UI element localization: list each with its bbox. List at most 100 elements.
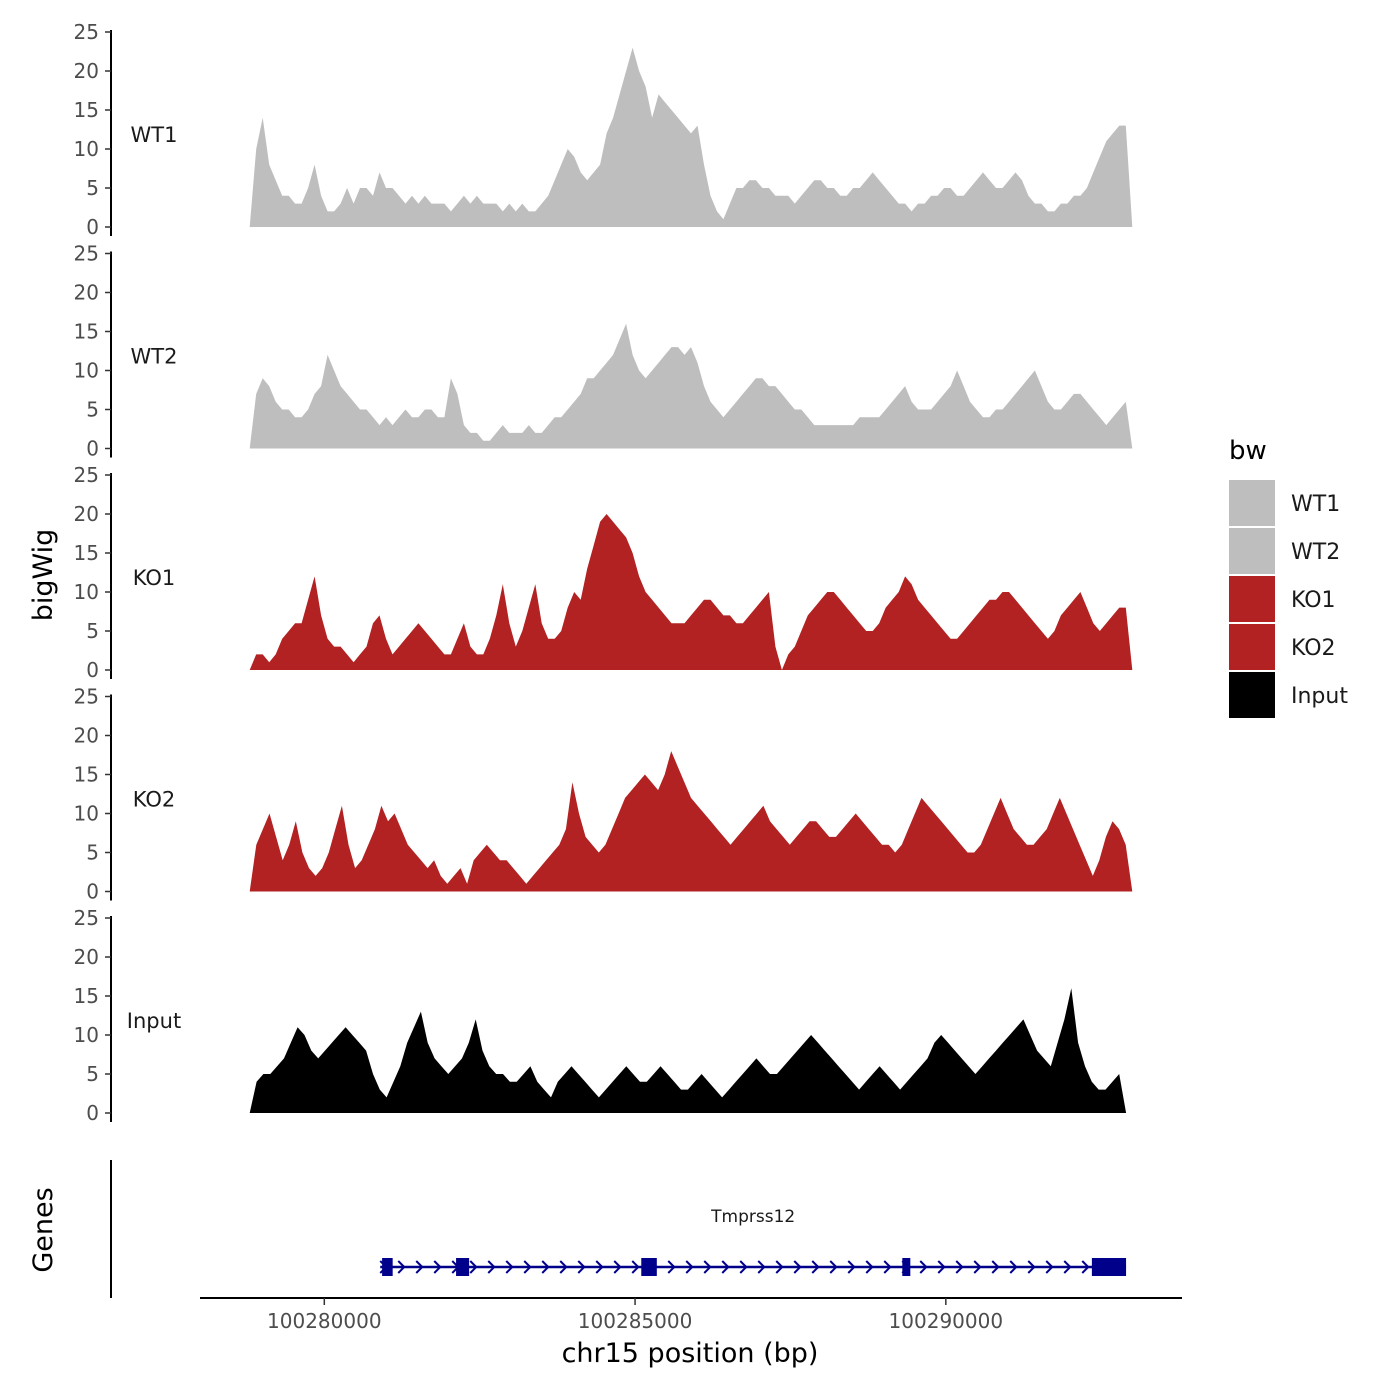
- strand-arrow-icon: [703, 1260, 712, 1274]
- y-tick-label: 10: [74, 359, 99, 383]
- strand-arrow-icon: [721, 1260, 730, 1274]
- y-tick-label: 15: [74, 541, 99, 565]
- legend-swatch-ko1: [1229, 576, 1275, 622]
- legend-swatch-ko2: [1229, 624, 1275, 670]
- y-tick-label: 25: [74, 463, 99, 487]
- exon-block: [902, 1258, 911, 1276]
- track-ko1: 0 5 10 15 20 25 KO1: [74, 463, 1133, 682]
- y-tick-label: 10: [74, 802, 99, 826]
- y-tick-label: 15: [74, 763, 99, 787]
- track-wt1: 0 5 10 15 20 25 WT1: [74, 20, 1133, 239]
- y-tick-label: 5: [86, 1062, 99, 1086]
- strand-arrow-icon: [469, 1260, 478, 1274]
- strand-arrow-icon: [1045, 1260, 1054, 1274]
- gene-model: [379, 1258, 1127, 1276]
- strand-arrow-icon: [487, 1260, 496, 1274]
- strand-arrow-icon: [433, 1260, 442, 1274]
- strand-arrow-icon: [847, 1260, 856, 1274]
- strand-arrow-icon: [595, 1260, 604, 1274]
- strand-arrow-icon: [397, 1260, 406, 1274]
- exon-block: [456, 1258, 470, 1276]
- strand-arrow-icon: [955, 1260, 964, 1274]
- strand-arrow-icon: [523, 1260, 532, 1274]
- y-tick-label: 0: [86, 880, 99, 904]
- y-axis-title: bigWig: [28, 529, 59, 622]
- strand-arrow-icon: [757, 1260, 766, 1274]
- strand-arrow-icon: [739, 1260, 748, 1274]
- signal-area-ko1: [249, 514, 1133, 670]
- y-tick-label: 20: [74, 281, 99, 305]
- strand-arrow-icon: [505, 1260, 514, 1274]
- strand-arrow-icon: [1063, 1260, 1072, 1274]
- legend-label-wt2: WT2: [1291, 540, 1340, 565]
- exon-block: [641, 1258, 657, 1276]
- strand-arrow-icon: [613, 1260, 622, 1274]
- strand-arrow-icon: [577, 1260, 586, 1274]
- y-tick-label: 25: [74, 242, 99, 266]
- gene-name-label: Tmprss12: [710, 1207, 795, 1227]
- strand-arrow-icon: [1081, 1260, 1090, 1274]
- y-tick-label: 15: [74, 320, 99, 344]
- strand-arrow-icon: [991, 1260, 1000, 1274]
- strand-arrow-icon: [685, 1260, 694, 1274]
- strand-arrow-icon: [883, 1260, 892, 1274]
- legend-swatch-wt1: [1229, 480, 1275, 526]
- signal-area-wt2: [249, 323, 1133, 449]
- y-tick-label: 0: [86, 215, 99, 239]
- y-tick-label: 10: [74, 137, 99, 161]
- track-label-input: Input: [127, 1009, 181, 1033]
- y-tick-label: 25: [74, 906, 99, 930]
- strand-arrow-icon: [793, 1260, 802, 1274]
- signal-area-ko2: [249, 751, 1133, 892]
- y-tick-label: 20: [74, 724, 99, 748]
- track-label-wt2: WT2: [131, 345, 178, 369]
- y-tick-label: 5: [86, 398, 99, 422]
- signal-area-wt1: [249, 47, 1133, 227]
- gene-panel-title: Genes: [28, 1187, 59, 1272]
- legend-label-input: Input: [1291, 684, 1348, 709]
- x-axis: 100280000 100285000 100290000: [200, 1297, 1182, 1333]
- legend-swatch-wt2: [1229, 528, 1275, 574]
- legend-label-ko1: KO1: [1291, 588, 1336, 613]
- legend-label-wt1: WT1: [1291, 492, 1340, 517]
- track-wt2: 0 5 10 15 20 25 WT2: [74, 242, 1133, 461]
- legend-label-ko2: KO2: [1291, 636, 1336, 661]
- strand-arrow-icon: [973, 1260, 982, 1274]
- x-tick-label: 100290000: [889, 1309, 1004, 1333]
- strand-arrow-icon: [937, 1260, 946, 1274]
- y-tick-label: 10: [74, 580, 99, 604]
- strand-arrow-icon: [631, 1260, 640, 1274]
- legend: bw WT1 WT2 KO1 KO2 Input: [1229, 436, 1348, 718]
- y-tick-label: 5: [86, 841, 99, 865]
- track-ko2: 0 5 10 15 20 25 KO2: [74, 685, 1133, 904]
- x-tick-label: 100285000: [578, 1309, 693, 1333]
- signal-area-input: [249, 988, 1127, 1113]
- strand-arrow-icon: [775, 1260, 784, 1274]
- track-label-ko2: KO2: [133, 788, 176, 812]
- exon-block: [1091, 1258, 1127, 1276]
- strand-arrow-icon: [1027, 1260, 1036, 1274]
- y-tick-label: 20: [74, 945, 99, 969]
- strand-arrow-icon: [1009, 1260, 1018, 1274]
- strand-arrow-icon: [415, 1260, 424, 1274]
- strand-arrow-icon: [541, 1260, 550, 1274]
- strand-arrow-icon: [865, 1260, 874, 1274]
- strand-arrow-icon: [829, 1260, 838, 1274]
- y-tick-label: 0: [86, 437, 99, 461]
- signal-tracks: 0510152025WT10510152025WT20510152025KO10…: [74, 20, 1133, 1125]
- track-input: 0 5 10 15 20 25 Input: [74, 906, 1127, 1125]
- y-tick-label: 25: [74, 20, 99, 44]
- strand-arrow-icon: [811, 1260, 820, 1274]
- strand-arrow-icon: [667, 1260, 676, 1274]
- y-tick-label: 15: [74, 98, 99, 122]
- exon-block: [382, 1258, 393, 1276]
- track-label-ko1: KO1: [133, 566, 176, 590]
- y-tick-label: 5: [86, 619, 99, 643]
- track-label-wt1: WT1: [131, 123, 178, 147]
- y-tick-label: 0: [86, 1101, 99, 1125]
- y-tick-label: 20: [74, 502, 99, 526]
- y-tick-label: 15: [74, 984, 99, 1008]
- y-tick-label: 10: [74, 1023, 99, 1047]
- y-tick-label: 0: [86, 658, 99, 682]
